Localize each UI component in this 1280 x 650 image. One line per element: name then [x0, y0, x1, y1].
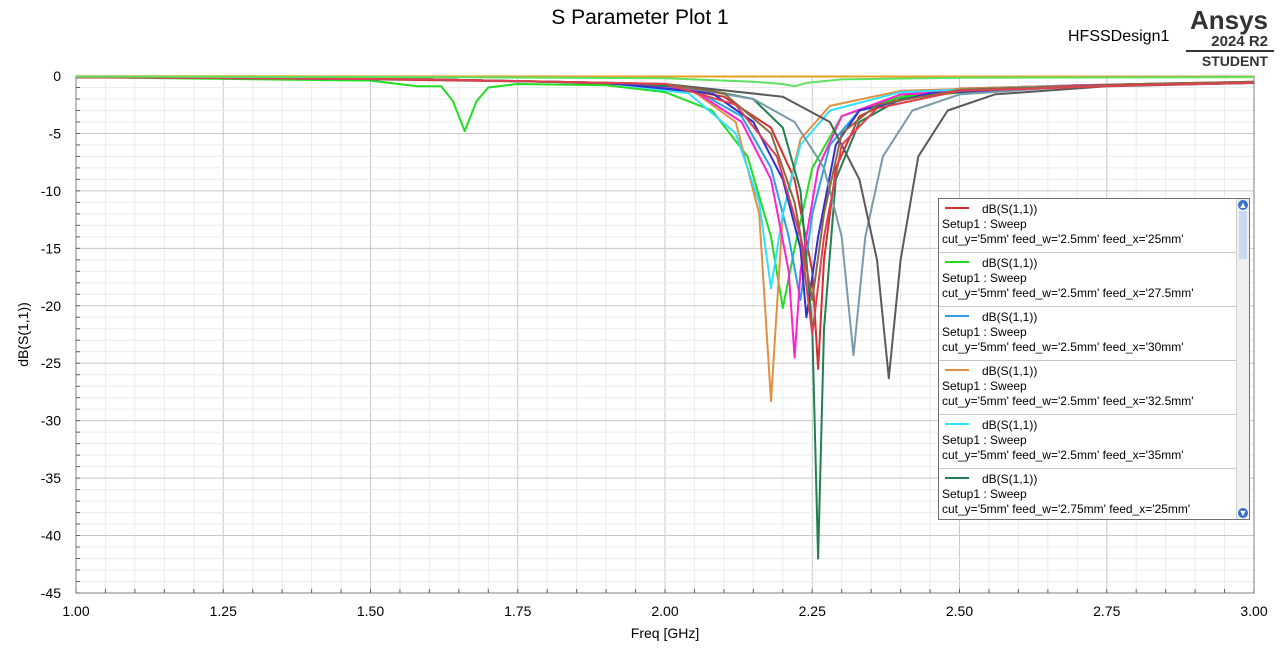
legend-params: cut_y='5mm' feed_w='2.75mm' feed_x='25mm…: [942, 502, 1191, 516]
y-tick-label: -15: [41, 240, 61, 256]
y-tick-label: 0: [53, 68, 61, 84]
logo-version: 2024 R2: [1186, 34, 1274, 52]
x-tick-label: 2.75: [1093, 603, 1120, 619]
y-axis-label: dB(S(1,1)): [15, 302, 31, 367]
y-tick-label: -20: [41, 298, 61, 314]
logo-edition: STUDENT: [1201, 53, 1268, 69]
y-tick-label: -10: [41, 183, 61, 199]
legend-entry[interactable]: dB(S(1,1)) Setup1 : Sweep cut_y='5mm' feed…: [939, 361, 1249, 415]
legend-entry[interactable]: dB(S(1,1)) Setup1 : Sweep cut_y='5mm' feed…: [939, 253, 1249, 307]
legend-entry[interactable]: dB(S(1,1)) Setup1 : Sweep cut_y='5mm' feed…: [939, 199, 1249, 253]
legend-swatch: [945, 261, 969, 263]
legend-series-name: dB(S(1,1)): [982, 310, 1038, 324]
legend-params: cut_y='5mm' feed_w='2.5mm' feed_x='25mm': [942, 232, 1184, 246]
legend-setup: Setup1 : Sweep: [942, 217, 1027, 231]
y-tick-label: -5: [49, 125, 62, 141]
legend-params: cut_y='5mm' feed_w='2.5mm' feed_x='30mm': [942, 340, 1184, 354]
series-line-14: [75, 75, 1255, 88]
legend-params: cut_y='5mm' feed_w='2.5mm' feed_x='27.5m…: [942, 286, 1194, 300]
legend-params: cut_y='5mm' feed_w='2.5mm' feed_x='32.5m…: [942, 394, 1194, 408]
design-name: HFSSDesign1: [1068, 28, 1170, 45]
scroll-thumb[interactable]: [1239, 211, 1247, 259]
legend-entry[interactable]: dB(S(1,1)) Setup1 : Sweep cut_y='5mm' feed…: [939, 469, 1249, 519]
legend-setup: Setup1 : Sweep: [942, 271, 1027, 285]
legend-swatch: [945, 315, 969, 317]
legend-swatch: [945, 207, 969, 209]
logo-name: Ansys: [1189, 5, 1268, 35]
legend-setup: Setup1 : Sweep: [942, 325, 1027, 339]
legend-swatch: [945, 423, 969, 425]
legend-series-name: dB(S(1,1)): [982, 256, 1038, 270]
x-tick-label: 3.00: [1240, 603, 1267, 619]
series-line-8: [75, 76, 1255, 319]
legend-setup: Setup1 : Sweep: [942, 487, 1027, 501]
legend-series-name: dB(S(1,1)): [982, 418, 1038, 432]
scroll-up-icon[interactable]: ▲: [1238, 200, 1248, 210]
legend-setup: Setup1 : Sweep: [942, 433, 1027, 447]
y-tick-label: -35: [41, 470, 61, 486]
legend-entry[interactable]: dB(S(1,1)) Setup1 : Sweep cut_y='5mm' feed…: [939, 307, 1249, 361]
y-tick-label: -30: [41, 413, 61, 429]
legend-scrollbar[interactable]: ▲ ▼: [1236, 199, 1249, 519]
chart-legend[interactable]: dB(S(1,1)) Setup1 : Sweep cut_y='5mm' feed…: [938, 198, 1250, 520]
legend-entries: dB(S(1,1)) Setup1 : Sweep cut_y='5mm' feed…: [939, 199, 1249, 519]
scroll-down-icon[interactable]: ▼: [1238, 508, 1248, 518]
legend-series-name: dB(S(1,1)): [982, 364, 1038, 378]
x-tick-label: 2.50: [946, 603, 973, 619]
legend-series-name: dB(S(1,1)): [982, 202, 1038, 216]
legend-series-name: dB(S(1,1)): [982, 472, 1038, 486]
legend-entry[interactable]: dB(S(1,1)) Setup1 : Sweep cut_y='5mm' feed…: [939, 415, 1249, 469]
series-line-12: [75, 76, 1255, 336]
x-axis-label: Freq [GHz]: [631, 625, 699, 641]
x-tick-label: 1.25: [210, 603, 237, 619]
legend-setup: Setup1 : Sweep: [942, 379, 1027, 393]
series-line-2: [75, 76, 1255, 310]
chart-title: S Parameter Plot 1: [551, 6, 729, 29]
legend-swatch: [945, 477, 969, 479]
ansys-logo: Ansys 2024 R2 STUDENT: [1186, 6, 1274, 70]
x-tick-label: 1.00: [62, 603, 89, 619]
y-tick-label: -25: [41, 355, 61, 371]
x-tick-label: 2.00: [651, 603, 678, 619]
x-tick-label: 2.25: [799, 603, 826, 619]
series-group: [75, 75, 1255, 560]
x-tick-label: 1.50: [357, 603, 384, 619]
y-tick-label: -40: [41, 528, 61, 544]
legend-swatch: [945, 369, 969, 371]
y-tick-label: -45: [41, 585, 61, 601]
x-tick-label: 1.75: [504, 603, 531, 619]
legend-params: cut_y='5mm' feed_w='2.5mm' feed_x='35mm': [942, 448, 1184, 462]
